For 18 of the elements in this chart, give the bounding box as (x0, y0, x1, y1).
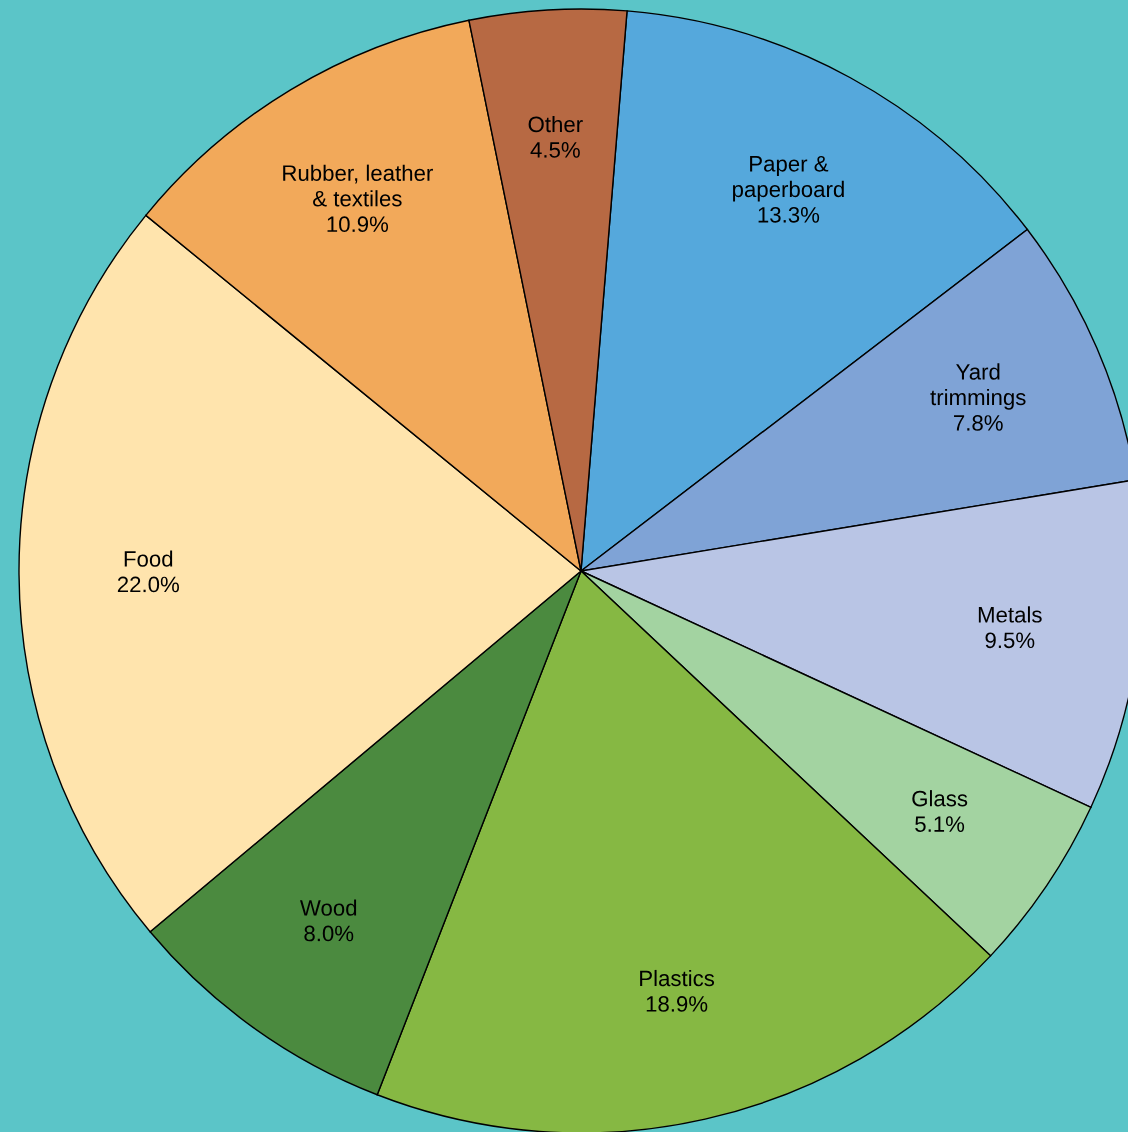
data-label: 4.5% (530, 142, 580, 158)
slice-label: Wood (299, 899, 357, 916)
data-label: 9.5% (985, 632, 1035, 649)
slice-label: Yard trimmings (930, 363, 1026, 410)
data-label: 22.0% (117, 576, 179, 593)
slice-label: Plastics (640, 969, 715, 987)
slice-label: Other (528, 115, 583, 133)
slice-label: Food (124, 550, 173, 567)
data-label: 8.0% (304, 925, 354, 942)
slice-label: Metals (978, 606, 1042, 623)
data-label: 10.9% (327, 216, 389, 233)
data-label: 18.9% (646, 996, 708, 1012)
slice-label: Paper & paperboard (733, 156, 844, 202)
data-label: 5.1% (915, 816, 965, 832)
slice-label: Glass (912, 790, 968, 807)
slice-label: Rubber, leather & textiles (283, 164, 433, 207)
data-label: 7.8% (954, 415, 1003, 431)
data-label: 13.3% (758, 206, 820, 223)
